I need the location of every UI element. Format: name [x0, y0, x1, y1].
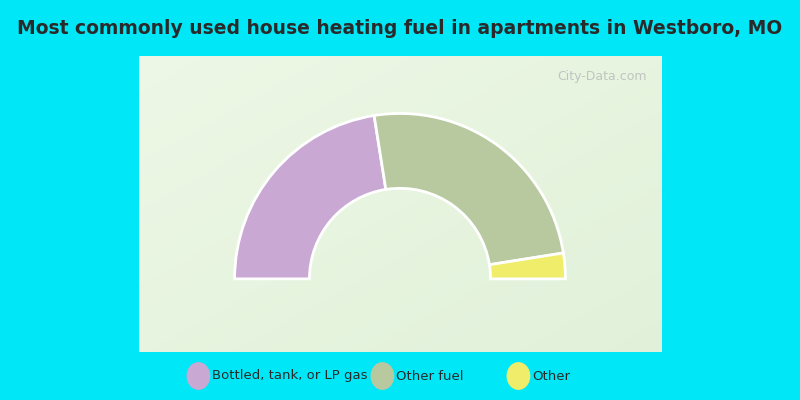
Wedge shape: [234, 116, 386, 279]
Text: Most commonly used house heating fuel in apartments in Westboro, MO: Most commonly used house heating fuel in…: [18, 18, 782, 38]
Ellipse shape: [507, 363, 530, 389]
Ellipse shape: [187, 363, 210, 389]
Wedge shape: [374, 114, 563, 265]
Text: Other fuel: Other fuel: [396, 370, 463, 382]
Wedge shape: [490, 253, 566, 279]
Text: City-Data.com: City-Data.com: [558, 70, 647, 83]
Ellipse shape: [371, 363, 394, 389]
Text: Other: Other: [532, 370, 570, 382]
Text: Bottled, tank, or LP gas: Bottled, tank, or LP gas: [212, 370, 367, 382]
